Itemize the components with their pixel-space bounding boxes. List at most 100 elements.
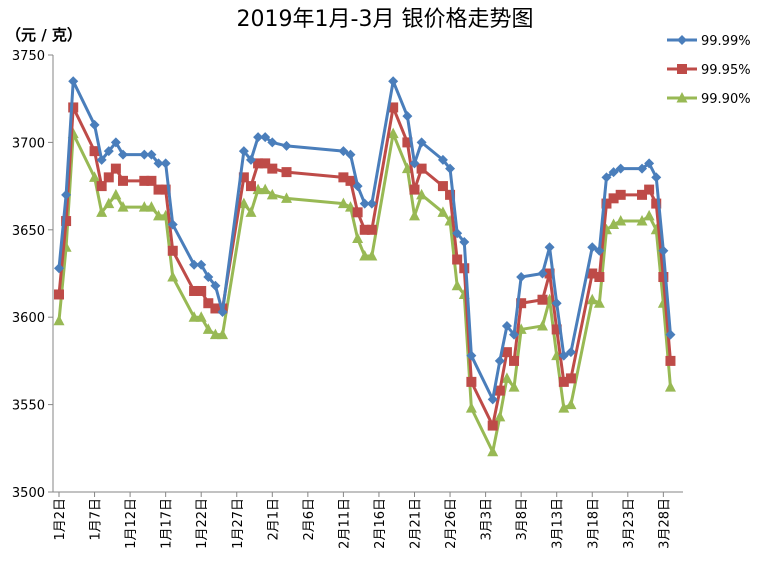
data-point bbox=[644, 158, 655, 169]
data-point bbox=[615, 189, 626, 200]
data-point bbox=[352, 232, 364, 244]
data-point bbox=[153, 209, 165, 221]
data-point bbox=[402, 137, 413, 148]
data-point bbox=[260, 132, 271, 143]
data-point bbox=[416, 188, 428, 200]
y-ticks: 3500 3550 3600 3650 3700 3750 bbox=[12, 49, 53, 501]
x-tick-label: 2月16日 bbox=[373, 498, 388, 549]
data-point bbox=[637, 189, 648, 200]
data-point bbox=[586, 293, 598, 305]
data-point bbox=[238, 172, 249, 183]
data-point bbox=[409, 158, 420, 169]
x-tick-label: 3月13日 bbox=[551, 498, 566, 549]
data-point bbox=[508, 381, 520, 392]
data-point bbox=[89, 119, 100, 130]
legend-swatch-marker bbox=[677, 35, 687, 45]
data-point bbox=[466, 376, 477, 387]
data-point bbox=[54, 289, 64, 300]
data-point bbox=[209, 328, 221, 340]
data-point bbox=[516, 271, 527, 282]
data-point bbox=[608, 167, 619, 178]
series-layer bbox=[53, 76, 676, 457]
data-point bbox=[117, 175, 128, 186]
data-point bbox=[238, 197, 250, 209]
data-point bbox=[359, 224, 370, 235]
x-tick-label: 2月11日 bbox=[337, 498, 352, 549]
data-point bbox=[366, 250, 378, 261]
data-point bbox=[501, 320, 512, 331]
data-point bbox=[153, 184, 164, 195]
x-tick-label: 2月26日 bbox=[444, 498, 459, 549]
series-9999 bbox=[54, 76, 676, 405]
data-point bbox=[501, 347, 512, 358]
data-point bbox=[537, 268, 548, 279]
data-point bbox=[558, 402, 570, 413]
legend-label: 99.99% bbox=[701, 34, 751, 49]
data-point bbox=[103, 197, 115, 209]
data-point bbox=[189, 259, 200, 270]
data-point bbox=[338, 172, 349, 183]
data-point bbox=[145, 201, 157, 212]
data-point bbox=[117, 201, 129, 212]
data-point bbox=[253, 158, 264, 169]
data-point bbox=[259, 183, 271, 195]
data-point bbox=[459, 237, 470, 248]
data-point bbox=[565, 398, 577, 410]
data-point bbox=[388, 102, 399, 113]
data-point bbox=[68, 102, 79, 113]
data-point bbox=[664, 381, 676, 392]
data-point bbox=[146, 175, 157, 186]
data-point bbox=[536, 319, 548, 331]
data-point bbox=[160, 184, 171, 195]
series-9995 bbox=[54, 102, 676, 431]
data-point bbox=[260, 158, 271, 169]
data-point bbox=[202, 323, 214, 334]
data-point bbox=[416, 163, 427, 174]
data-point bbox=[388, 76, 399, 87]
x-tick-label: 2月1日 bbox=[266, 498, 281, 541]
x-tick-label: 3月3日 bbox=[480, 498, 495, 541]
data-point bbox=[452, 228, 463, 239]
data-point bbox=[487, 394, 498, 405]
data-point bbox=[189, 285, 200, 296]
data-point bbox=[452, 254, 463, 265]
data-point bbox=[509, 329, 520, 340]
y-tick-label: 3600 bbox=[12, 311, 45, 326]
data-point bbox=[253, 132, 264, 143]
data-point bbox=[601, 172, 612, 183]
legend-item: 99.95% bbox=[667, 63, 751, 78]
data-point bbox=[644, 184, 655, 195]
data-point bbox=[487, 420, 498, 431]
legend-item: 99.99% bbox=[667, 34, 751, 49]
data-point bbox=[387, 127, 399, 139]
legend-label: 99.90% bbox=[701, 92, 751, 107]
data-point bbox=[352, 181, 363, 192]
data-point bbox=[352, 207, 363, 218]
data-point bbox=[89, 146, 100, 157]
data-point bbox=[345, 149, 356, 160]
data-point bbox=[281, 192, 293, 203]
data-point bbox=[195, 311, 207, 322]
data-point bbox=[338, 146, 349, 157]
data-point bbox=[551, 298, 562, 309]
data-point bbox=[210, 280, 221, 291]
data-point bbox=[509, 355, 520, 366]
data-point bbox=[551, 324, 562, 335]
data-point bbox=[160, 158, 171, 169]
data-point bbox=[103, 146, 114, 157]
data-point bbox=[153, 158, 164, 169]
data-point bbox=[217, 328, 229, 340]
x-tick-label: 1月7日 bbox=[89, 498, 104, 541]
data-point bbox=[465, 402, 477, 413]
data-point bbox=[96, 154, 107, 165]
data-point bbox=[593, 297, 605, 308]
data-point bbox=[245, 206, 257, 217]
data-point bbox=[61, 216, 72, 227]
data-point bbox=[203, 298, 214, 309]
data-point bbox=[238, 146, 249, 157]
data-point bbox=[117, 149, 128, 160]
data-point bbox=[665, 355, 676, 366]
y-tick-label: 3500 bbox=[12, 486, 45, 501]
y-tick-label: 3550 bbox=[12, 399, 45, 414]
